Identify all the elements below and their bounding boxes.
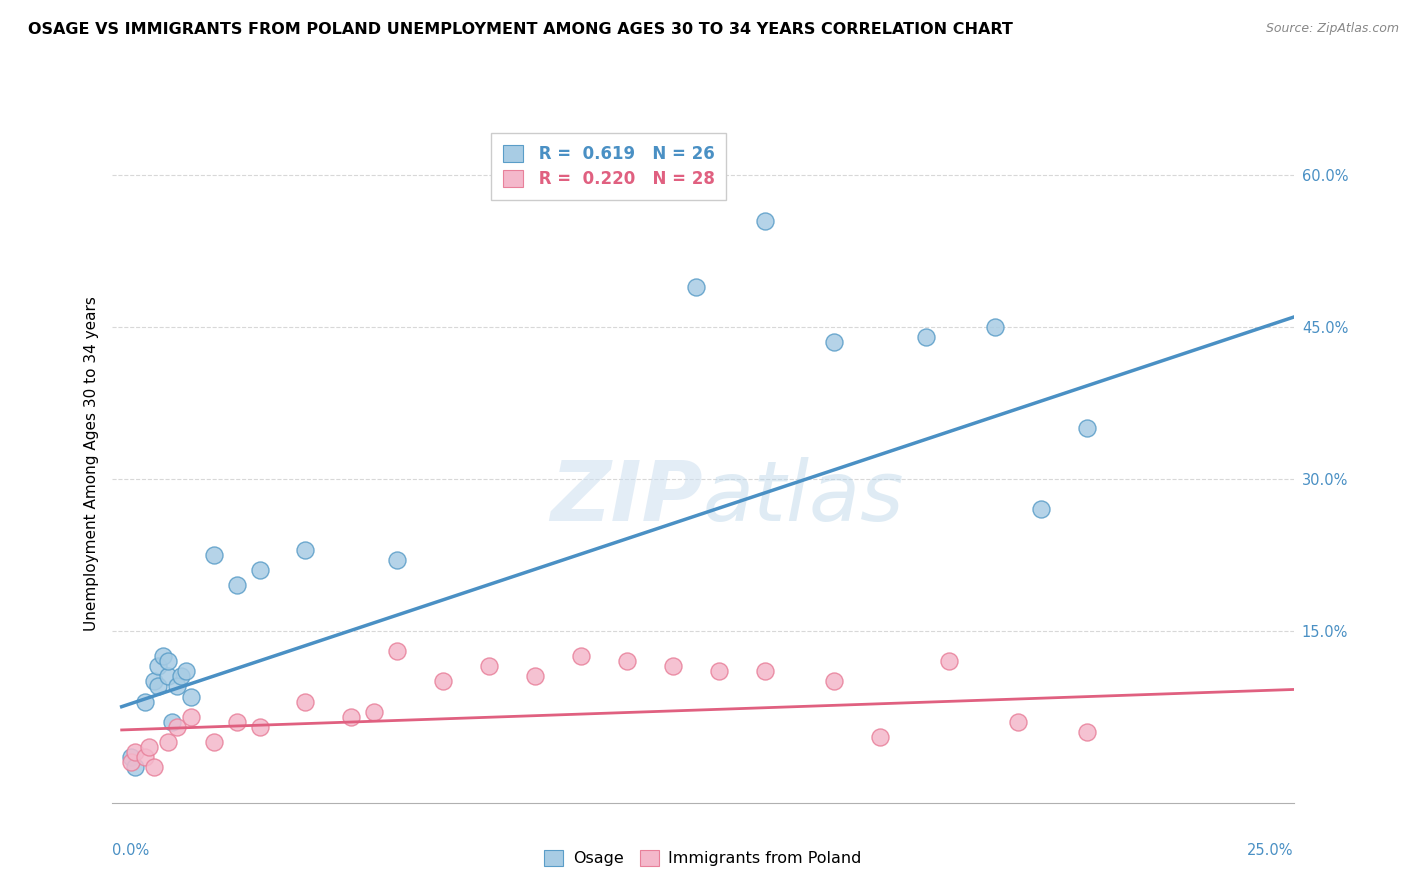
Text: atlas: atlas: [703, 458, 904, 538]
Point: [294, 695, 316, 709]
Point: [1029, 502, 1052, 516]
Point: [1076, 725, 1098, 739]
Text: ZIP: ZIP: [550, 458, 703, 538]
Point: [120, 756, 142, 770]
Point: [166, 680, 188, 694]
Point: [938, 654, 960, 668]
Point: [869, 730, 891, 744]
Point: [148, 659, 170, 673]
Point: [294, 542, 316, 557]
Point: [142, 674, 165, 689]
Point: [915, 330, 938, 344]
Point: [478, 659, 501, 673]
Point: [823, 335, 845, 350]
Y-axis label: Unemployment Among Ages 30 to 34 years: Unemployment Among Ages 30 to 34 years: [83, 296, 98, 632]
Point: [984, 320, 1007, 334]
Point: [685, 279, 707, 293]
Point: [202, 548, 225, 562]
Point: [166, 720, 188, 734]
Point: [124, 745, 146, 759]
Point: [148, 680, 170, 694]
Text: OSAGE VS IMMIGRANTS FROM POLAND UNEMPLOYMENT AMONG AGES 30 TO 34 YEARS CORRELATI: OSAGE VS IMMIGRANTS FROM POLAND UNEMPLOY…: [28, 22, 1012, 37]
Point: [387, 553, 409, 567]
Point: [707, 665, 730, 679]
Point: [120, 750, 142, 764]
Point: [662, 659, 685, 673]
Point: [160, 714, 183, 729]
Point: [363, 705, 385, 719]
Point: [432, 674, 454, 689]
Point: [249, 563, 271, 577]
Point: [170, 669, 193, 683]
Point: [823, 674, 845, 689]
Point: [138, 740, 160, 755]
Point: [387, 644, 409, 658]
Point: [340, 710, 363, 724]
Point: [225, 714, 247, 729]
Point: [1007, 714, 1029, 729]
Text: 25.0%: 25.0%: [1247, 844, 1294, 858]
Point: [524, 669, 547, 683]
Point: [249, 720, 271, 734]
Legend: Osage, Immigrants from Poland: Osage, Immigrants from Poland: [538, 844, 868, 872]
Text: Source: ZipAtlas.com: Source: ZipAtlas.com: [1265, 22, 1399, 36]
Point: [152, 649, 174, 664]
Text: 0.0%: 0.0%: [112, 844, 149, 858]
Point: [142, 760, 165, 774]
Point: [156, 669, 179, 683]
Point: [180, 690, 202, 704]
Point: [134, 750, 156, 764]
Point: [156, 654, 179, 668]
Point: [754, 214, 776, 228]
Point: [569, 649, 592, 664]
Point: [134, 695, 156, 709]
Point: [124, 760, 146, 774]
Point: [156, 735, 179, 749]
Point: [180, 710, 202, 724]
Point: [616, 654, 638, 668]
Point: [754, 665, 776, 679]
Point: [225, 578, 247, 592]
Point: [1076, 421, 1098, 435]
Point: [202, 735, 225, 749]
Point: [174, 665, 197, 679]
